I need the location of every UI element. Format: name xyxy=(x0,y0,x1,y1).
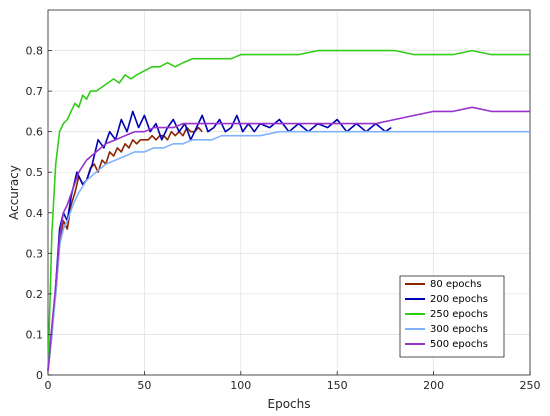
x-tick-label: 100 xyxy=(230,379,251,392)
plot-area xyxy=(47,9,531,376)
series-line-300-epochs xyxy=(47,130,530,371)
legend-entry: 80 epochs xyxy=(430,279,482,290)
series-line-250-epochs xyxy=(47,49,530,371)
legend-entry: 200 epochs xyxy=(430,294,488,305)
y-tick-label: 0.6 xyxy=(26,126,44,139)
series-line-80-epochs xyxy=(47,126,203,371)
legend-entry: 300 epochs xyxy=(430,324,488,335)
y-tick-label: 0.7 xyxy=(26,85,44,98)
x-axis-label: Epochs xyxy=(268,397,311,411)
legend-entry: 500 epochs xyxy=(430,339,488,350)
y-axis-label: Accuracy xyxy=(7,165,21,220)
y-tick-label: 0.4 xyxy=(26,207,44,220)
y-tick-label: 0 xyxy=(36,369,43,382)
series-layer xyxy=(47,49,530,371)
series-line-500-epochs xyxy=(47,106,530,371)
y-tick-label: 0.2 xyxy=(26,288,44,301)
x-tick-label: 50 xyxy=(137,379,151,392)
legend-entry: 250 epochs xyxy=(430,309,488,320)
y-tick-label: 0.8 xyxy=(26,45,44,58)
x-axis-ticks: 0 50 100 150 200 250 xyxy=(45,371,541,392)
y-tick-label: 0.5 xyxy=(26,166,44,179)
x-tick-label: 0 xyxy=(45,379,52,392)
x-tick-label: 250 xyxy=(520,379,541,392)
y-tick-label: 0.1 xyxy=(26,328,44,341)
x-tick-label: 150 xyxy=(327,379,348,392)
y-tick-label: 0.3 xyxy=(26,247,44,260)
legend: 80 epochs 200 epochs 250 epochs 300 epochs 5… xyxy=(399,275,505,358)
grid xyxy=(47,10,531,376)
y-axis-ticks: 0 0.1 0.2 0.3 0.4 0.5 0.6 0.7 0.8 xyxy=(26,45,52,382)
x-tick-label: 200 xyxy=(423,379,444,392)
